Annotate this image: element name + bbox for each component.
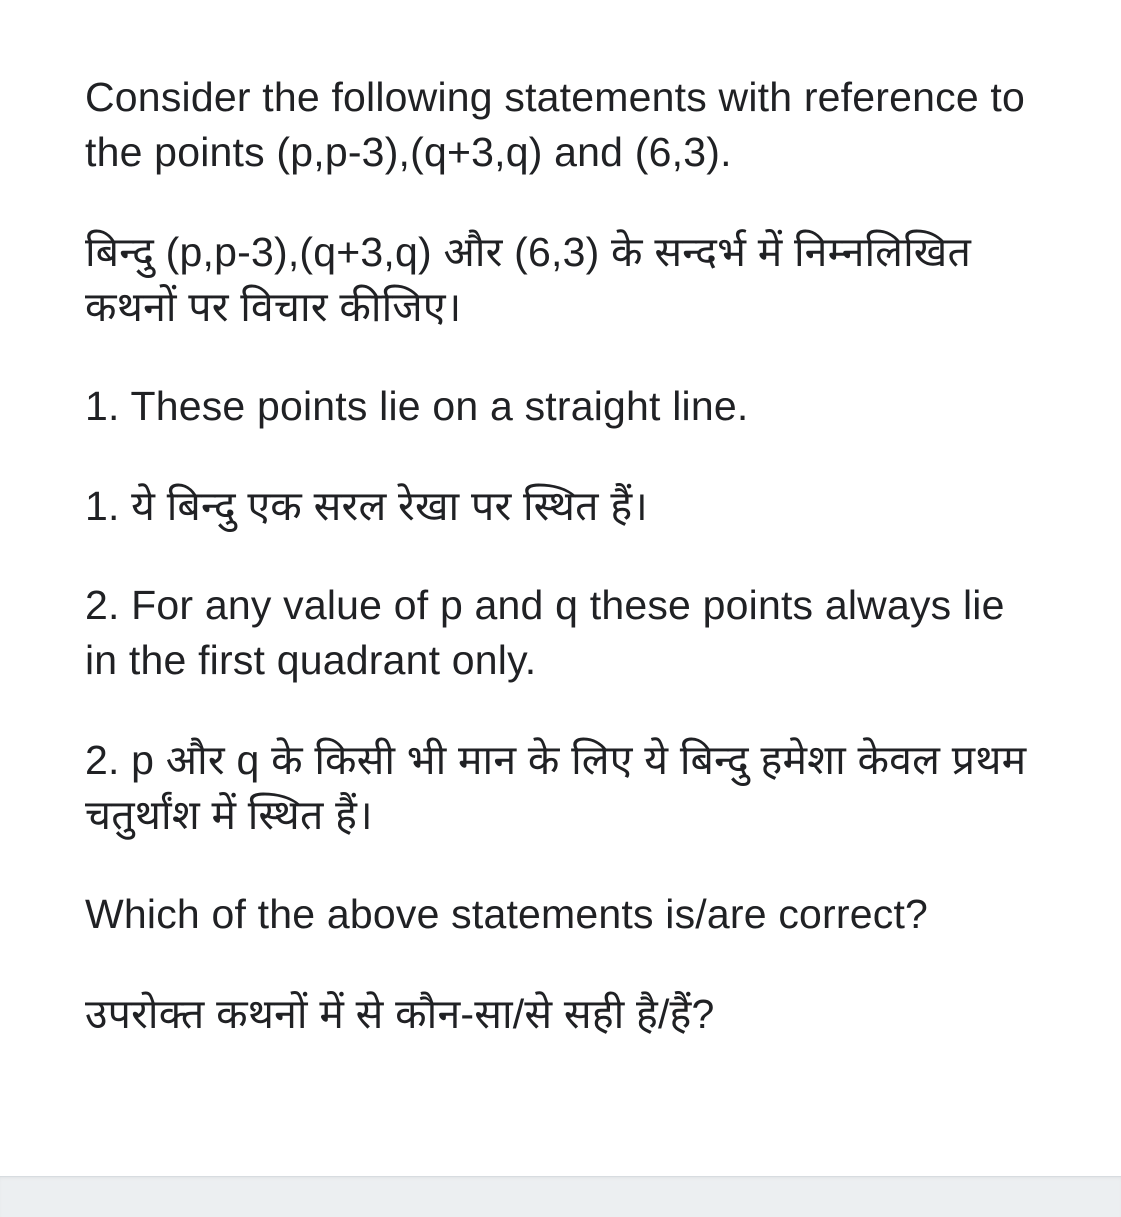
statement-1-english: 1. These points lie on a straight line. bbox=[85, 379, 1041, 434]
ask-english: Which of the above statements is/are cor… bbox=[85, 887, 1041, 942]
page-background-strip bbox=[0, 1176, 1121, 1217]
statement-1-hindi: 1. ये बिन्दु एक सरल रेखा पर स्थित हैं। bbox=[85, 479, 1041, 534]
intro-hindi: बिन्दु (p,p-3),(q+3,q) और (6,3) के सन्दर… bbox=[85, 225, 1041, 336]
statement-2-english: 2. For any value of p and q these points… bbox=[85, 578, 1041, 689]
question-card: Consider the following statements with r… bbox=[0, 0, 1121, 1176]
ask-hindi: उपरोक्त कथनों में से कौन-सा/से सही है/है… bbox=[85, 987, 1041, 1042]
statement-2-hindi: 2. p और q के किसी भी मान के लिए ये बिन्द… bbox=[85, 733, 1041, 844]
intro-english: Consider the following statements with r… bbox=[85, 70, 1041, 181]
